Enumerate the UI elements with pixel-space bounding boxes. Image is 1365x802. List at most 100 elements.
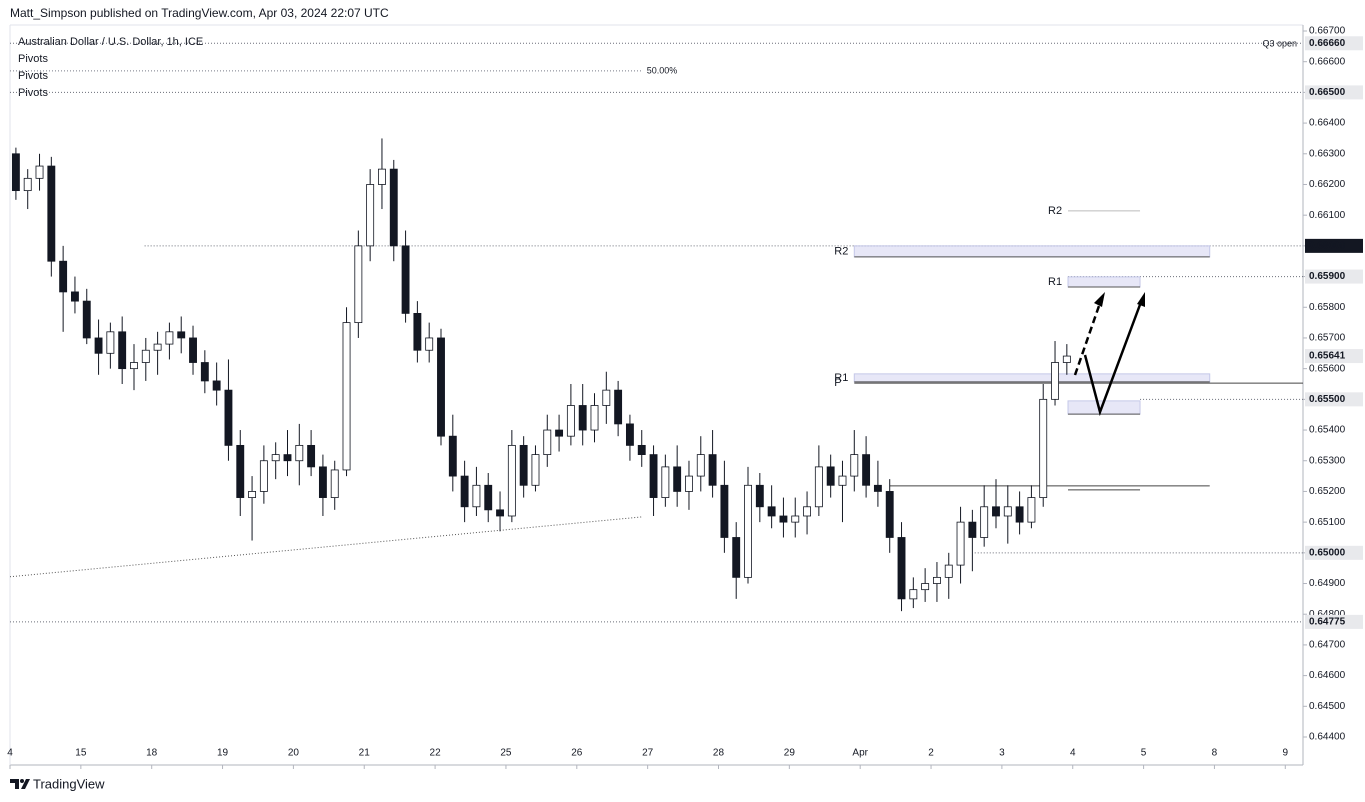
candle-body (956, 521, 965, 566)
drawings (1073, 292, 1145, 417)
candle-body (980, 506, 989, 538)
x-tick-label: Apr (852, 748, 868, 759)
x-tick-label: 29 (784, 748, 796, 759)
y-tick-label: 0.66300 (1309, 148, 1346, 159)
y-tick-label: 0.66100 (1309, 210, 1346, 221)
candle-body (23, 177, 32, 192)
candle-body (968, 521, 977, 538)
symbol-title: Australian Dollar / U.S. Dollar, 1h, ICE (18, 36, 203, 48)
candle-body (944, 564, 953, 578)
candle-body (590, 405, 599, 431)
x-tick-label: 15 (75, 748, 87, 759)
pivot-zone (1067, 276, 1141, 288)
price-label: 0.65641 (1309, 351, 1346, 362)
x-tick-label: 27 (642, 748, 654, 759)
x-tick-label: 26 (571, 748, 583, 759)
candle-body (744, 484, 752, 578)
candle-body (519, 444, 528, 486)
candle-body (425, 337, 434, 351)
candle-body (330, 469, 339, 498)
y-tick-label: 0.65600 (1309, 363, 1346, 374)
candle-body (873, 484, 882, 492)
candle-body (767, 506, 776, 517)
y-tick-label: 0.66400 (1309, 118, 1346, 129)
candle-body (992, 506, 1000, 517)
candle-body (11, 153, 20, 192)
candle-body (283, 454, 292, 462)
x-tick-label: 18 (146, 748, 158, 759)
candle-body (82, 300, 91, 339)
candle-body (838, 475, 847, 486)
candle-body (921, 583, 930, 591)
candle-body (933, 576, 941, 584)
candle-body (200, 362, 209, 382)
candle-body (106, 331, 115, 354)
candle-body (826, 466, 835, 486)
pivot-label: R2 (834, 245, 848, 257)
candle-body (555, 429, 564, 437)
candle-body (401, 245, 410, 314)
y-tick-label: 0.66600 (1309, 56, 1346, 67)
arrow-head (1094, 292, 1105, 307)
candle-body (448, 435, 457, 477)
x-tick-label: 5 (1141, 748, 1147, 759)
pivot-zone (853, 245, 1211, 258)
indicator-label: Pivots (18, 53, 48, 65)
candle-body (59, 260, 68, 293)
logo-dot (20, 779, 24, 783)
candle-body (318, 466, 327, 498)
y-tick-label: 0.66700 (1309, 26, 1346, 37)
candle-body (342, 322, 351, 471)
candle-body (696, 454, 705, 477)
candle-body (814, 466, 823, 508)
candle-body (803, 506, 811, 517)
arrow-head (1137, 292, 1145, 307)
candle-body (578, 405, 587, 431)
logo: TradingView (10, 776, 105, 791)
x-tick-label: 28 (713, 748, 725, 759)
candle-body (366, 184, 375, 247)
x-tick-label: 25 (500, 748, 512, 759)
x-tick-label: 19 (217, 748, 229, 759)
price-label: 0.66660 (1309, 38, 1346, 49)
y-tick-label: 0.64700 (1309, 640, 1346, 651)
fib-label: 50.00% (647, 65, 678, 75)
candle-body (71, 291, 79, 302)
x-tick-label: 20 (288, 748, 300, 759)
y-tick-label: 0.64400 (1309, 732, 1346, 743)
candle-body (153, 343, 162, 351)
pivot-label: R1 (834, 372, 848, 384)
candle-body (732, 537, 741, 578)
y-tick-label: 0.64600 (1309, 670, 1346, 681)
y-tick-label: 0.65400 (1309, 425, 1346, 436)
candle-body (212, 380, 221, 391)
candle-body (1051, 362, 1059, 400)
price-label: 0.66500 (1309, 87, 1346, 98)
price-label-bg (1305, 269, 1363, 284)
candle-body (909, 589, 918, 600)
candle-body (496, 509, 504, 517)
candle-body (248, 491, 257, 498)
candle-body (566, 405, 575, 437)
x-tick-label: 3 (999, 748, 1005, 759)
x-tick-label: 2 (928, 748, 934, 759)
logo-mark (10, 779, 30, 789)
brand: TradingView (33, 776, 105, 791)
candle-body (94, 337, 103, 354)
y-tick-label: 0.65200 (1309, 486, 1346, 497)
author-line: Matt_Simpson published on TradingView.co… (10, 6, 389, 20)
price-label: 0.66000 (1309, 241, 1346, 252)
candle-body (673, 466, 682, 492)
y-tick-label: 0.65800 (1309, 302, 1346, 313)
level-note: Q3 open (1262, 39, 1297, 49)
indicator-label: Pivots (18, 87, 48, 99)
price-label-bg (1305, 85, 1363, 100)
candle-body (1015, 506, 1024, 523)
candle-body (130, 362, 138, 370)
candle-body (307, 444, 316, 468)
trend-line (9, 516, 642, 578)
x-tick-label: 8 (1212, 748, 1218, 759)
y-tick-label: 0.65100 (1309, 517, 1346, 528)
